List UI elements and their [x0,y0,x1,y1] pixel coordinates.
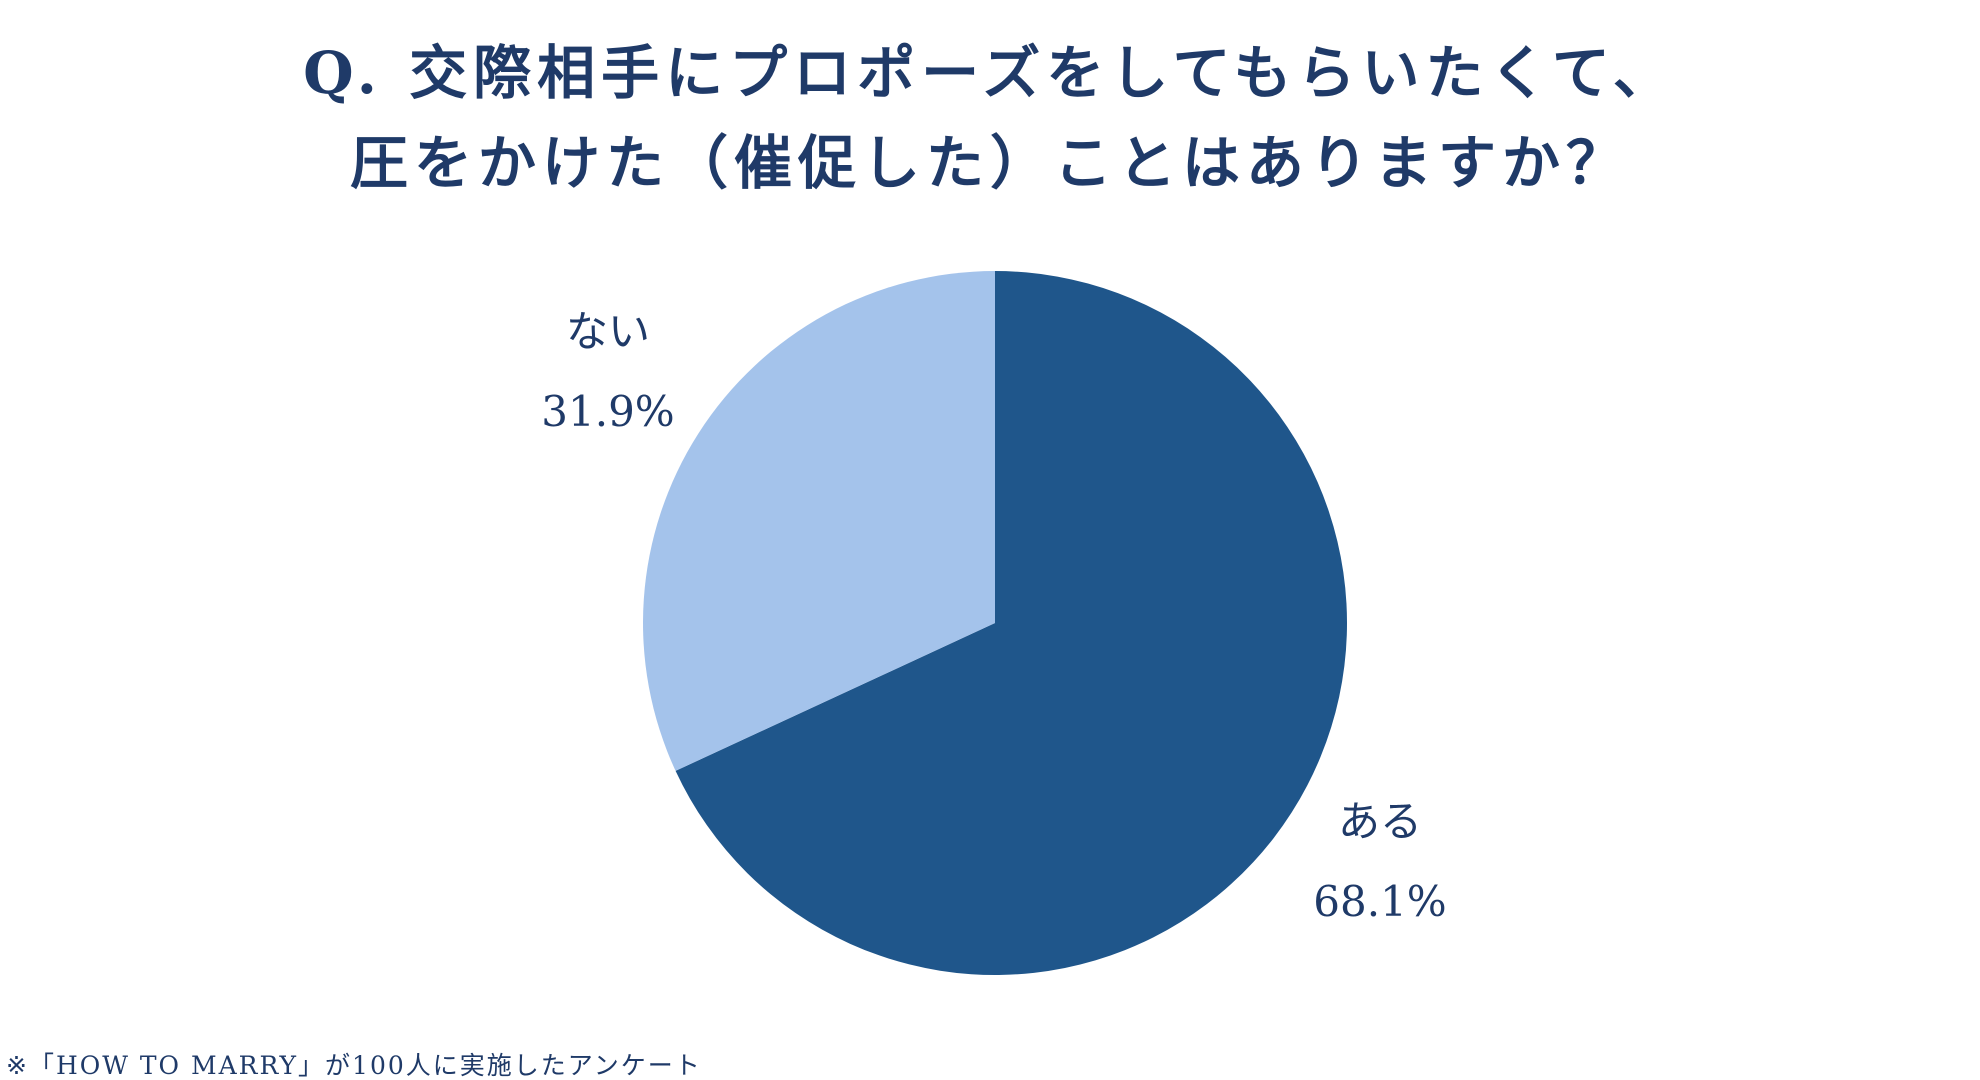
pie-slice-aru [675,271,1348,975]
chart-title: Q. 交際相手にプロポーズをしてもらいたくて、 圧をかけた（催促した）ことはあり… [0,28,1980,208]
chart-title-line-2: 圧をかけた（催促した）ことはありますか？ [349,129,1630,197]
slice-label-nai: ない [566,307,650,356]
slice-value-aru: 68.1% [1313,877,1446,926]
pie-slice-nai [643,271,995,771]
slice-value-nai: 31.9% [541,387,674,436]
chart-title-line-1: Q. 交際相手にプロポーズをしてもらいたくて、 [303,39,1677,107]
slice-label-aru: ある [1338,797,1422,846]
footnote: ※「HOW TO MARRY」が100人に実施したアンケート [6,1051,702,1080]
